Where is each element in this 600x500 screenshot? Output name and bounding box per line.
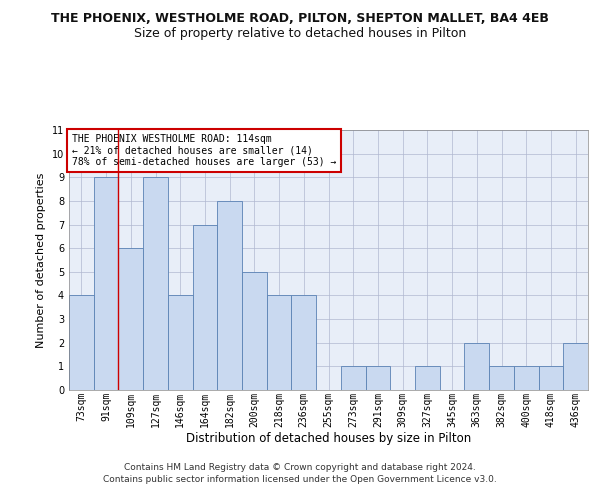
Bar	[539, 366, 563, 390]
Bar	[341, 366, 365, 390]
Bar	[514, 366, 539, 390]
Text: THE PHOENIX, WESTHOLME ROAD, PILTON, SHEPTON MALLET, BA4 4EB: THE PHOENIX, WESTHOLME ROAD, PILTON, SHE…	[51, 12, 549, 26]
X-axis label: Distribution of detached houses by size in Pilton: Distribution of detached houses by size …	[186, 432, 471, 445]
Bar	[292, 296, 316, 390]
Bar	[464, 342, 489, 390]
Bar	[217, 201, 242, 390]
Y-axis label: Number of detached properties: Number of detached properties	[37, 172, 46, 348]
Bar	[143, 178, 168, 390]
Bar	[489, 366, 514, 390]
Bar	[365, 366, 390, 390]
Text: THE PHOENIX WESTHOLME ROAD: 114sqm
← 21% of detached houses are smaller (14)
78%: THE PHOENIX WESTHOLME ROAD: 114sqm ← 21%…	[71, 134, 336, 167]
Text: Size of property relative to detached houses in Pilton: Size of property relative to detached ho…	[134, 28, 466, 40]
Bar	[415, 366, 440, 390]
Bar	[94, 178, 118, 390]
Bar	[118, 248, 143, 390]
Bar	[168, 296, 193, 390]
Bar	[69, 296, 94, 390]
Bar	[563, 342, 588, 390]
Bar	[193, 224, 217, 390]
Bar	[242, 272, 267, 390]
Text: Contains HM Land Registry data © Crown copyright and database right 2024.: Contains HM Land Registry data © Crown c…	[124, 462, 476, 471]
Text: Contains public sector information licensed under the Open Government Licence v3: Contains public sector information licen…	[103, 475, 497, 484]
Bar	[267, 296, 292, 390]
